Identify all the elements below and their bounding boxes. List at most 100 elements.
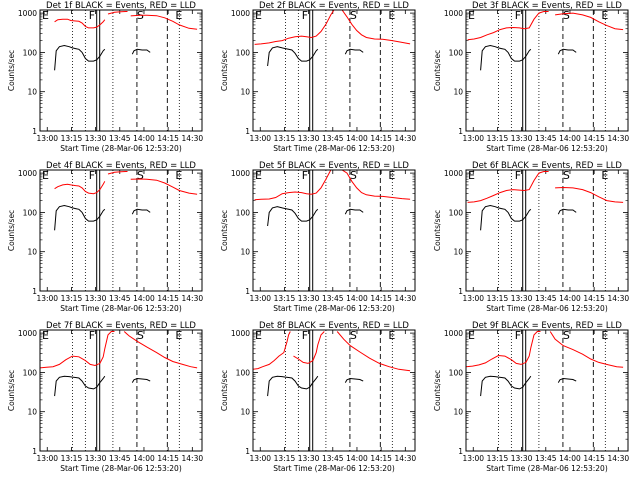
x-tick-label: 13:30 xyxy=(85,454,107,463)
x-tick-label: 13:15 xyxy=(487,454,509,463)
detector-panel: Det 3f BLACK = Events, RED = LLD 1 10 100 10… xyxy=(433,1,629,153)
x-tick-label: 13:15 xyxy=(61,294,83,303)
lld-series-line xyxy=(253,331,291,370)
marker-label: F xyxy=(302,9,308,22)
marker-label: E xyxy=(175,169,182,182)
y-tick-label: 10 xyxy=(27,248,37,257)
y-tick-label: 10 xyxy=(240,408,250,417)
y-tick-label: 100 xyxy=(23,368,38,377)
detector-panel: Det 2f BLACK = Events, RED = LLD 1 10 100 10… xyxy=(220,1,416,153)
y-tick-label: 1 xyxy=(245,127,250,136)
y-tick-label: 100 xyxy=(23,208,38,217)
marker-label: F xyxy=(302,169,308,182)
detector-panel: Det 6f BLACK = Events, RED = LLD 1 10 100 10… xyxy=(433,161,629,313)
events-series-line xyxy=(557,377,577,383)
x-tick-label: 14:15 xyxy=(583,134,605,143)
y-tick-label: 1 xyxy=(458,127,463,136)
detector-panel: Det 7f BLACK = Events, RED = LLD 1 10 100 10… xyxy=(7,321,203,473)
events-series-line xyxy=(344,377,364,383)
events-series-line xyxy=(131,208,151,215)
lld-series-line xyxy=(123,331,198,369)
lld-series-line xyxy=(549,331,624,368)
x-tick-label: 13:30 xyxy=(298,454,320,463)
x-tick-label: 13:15 xyxy=(274,454,296,463)
x-axis-label: Start Time (28-Mar-06 12:53:20) xyxy=(486,304,608,313)
lld-series-line xyxy=(54,18,106,29)
x-axis-label: Start Time (28-Mar-06 12:53:20) xyxy=(273,464,395,473)
marker-label: S xyxy=(563,329,570,342)
y-tick-label: 100 xyxy=(236,368,251,377)
y-axis-label: Counts/sec xyxy=(7,50,16,91)
lld-series-line xyxy=(555,186,624,203)
marker-label: F xyxy=(515,329,521,342)
marker-label: E xyxy=(468,329,475,342)
x-tick-label: 13:45 xyxy=(109,454,131,463)
events-series-line xyxy=(131,377,151,383)
x-tick-label: 14:30 xyxy=(182,294,204,303)
x-tick-label: 13:30 xyxy=(85,134,107,143)
x-tick-label: 14:00 xyxy=(133,294,155,303)
x-tick-label: 13:30 xyxy=(511,454,533,463)
x-tick-label: 14:30 xyxy=(182,134,204,143)
lld-series-line xyxy=(254,10,411,45)
events-series-line xyxy=(54,44,106,71)
events-series-line xyxy=(267,206,319,227)
x-tick-label: 13:30 xyxy=(511,134,533,143)
x-axis-label: Start Time (28-Mar-06 12:53:20) xyxy=(273,304,395,313)
y-tick-label: 1 xyxy=(32,287,37,296)
y-tick-label: 10 xyxy=(453,88,463,97)
y-tick-label: 1 xyxy=(32,127,37,136)
y-tick-label: 1000 xyxy=(231,329,250,338)
marker-label: E xyxy=(388,329,395,342)
marker-label: E xyxy=(388,169,395,182)
marker-label: S xyxy=(350,9,357,22)
x-tick-label: 13:45 xyxy=(322,294,344,303)
events-series-line xyxy=(54,375,106,397)
x-tick-label: 14:30 xyxy=(608,294,630,303)
plot-frame xyxy=(252,169,416,292)
y-tick-label: 1 xyxy=(32,447,37,456)
x-tick-label: 13:30 xyxy=(298,294,320,303)
x-tick-label: 14:15 xyxy=(157,134,179,143)
x-tick-label: 13:45 xyxy=(535,454,557,463)
y-axis-label: Counts/sec xyxy=(220,50,229,91)
x-tick-label: 13:15 xyxy=(61,134,83,143)
x-tick-label: 14:00 xyxy=(346,294,368,303)
y-axis-label: Counts/sec xyxy=(7,210,16,251)
y-tick-label: 10 xyxy=(453,248,463,257)
marker-label: E xyxy=(42,9,49,22)
x-tick-label: 13:45 xyxy=(109,294,131,303)
y-tick-label: 10 xyxy=(240,248,250,257)
panel-title: Det 4f BLACK = Events, RED = LLD xyxy=(46,161,196,171)
marker-label: E xyxy=(255,329,262,342)
x-tick-label: 13:15 xyxy=(61,454,83,463)
plot-frame xyxy=(465,329,629,452)
x-tick-label: 13:15 xyxy=(487,294,509,303)
x-tick-label: 14:00 xyxy=(133,454,155,463)
y-axis-label: Counts/sec xyxy=(433,50,442,91)
x-tick-label: 13:30 xyxy=(298,134,320,143)
y-tick-label: 1 xyxy=(245,287,250,296)
marker-label: S xyxy=(563,169,570,182)
plot-frame xyxy=(39,9,203,132)
events-series-line xyxy=(557,48,577,55)
y-tick-label: 10 xyxy=(240,88,250,97)
lld-series-line xyxy=(107,171,128,175)
y-axis-label: Counts/sec xyxy=(433,210,442,251)
y-tick-label: 1 xyxy=(245,447,250,456)
y-tick-label: 100 xyxy=(449,48,464,57)
y-tick-label: 10 xyxy=(27,408,37,417)
x-tick-label: 14:30 xyxy=(608,454,630,463)
x-tick-label: 13:15 xyxy=(274,134,296,143)
x-tick-label: 14:00 xyxy=(559,454,581,463)
x-tick-label: 14:30 xyxy=(395,134,417,143)
x-axis-label: Start Time (28-Mar-06 12:53:20) xyxy=(60,464,182,473)
events-series-line xyxy=(344,48,364,55)
x-tick-label: 13:00 xyxy=(36,294,58,303)
marker-label: E xyxy=(42,329,49,342)
plot-frame xyxy=(465,169,629,292)
y-axis-label: Counts/sec xyxy=(220,370,229,411)
marker-label: E xyxy=(255,169,262,182)
x-tick-label: 14:30 xyxy=(395,454,417,463)
